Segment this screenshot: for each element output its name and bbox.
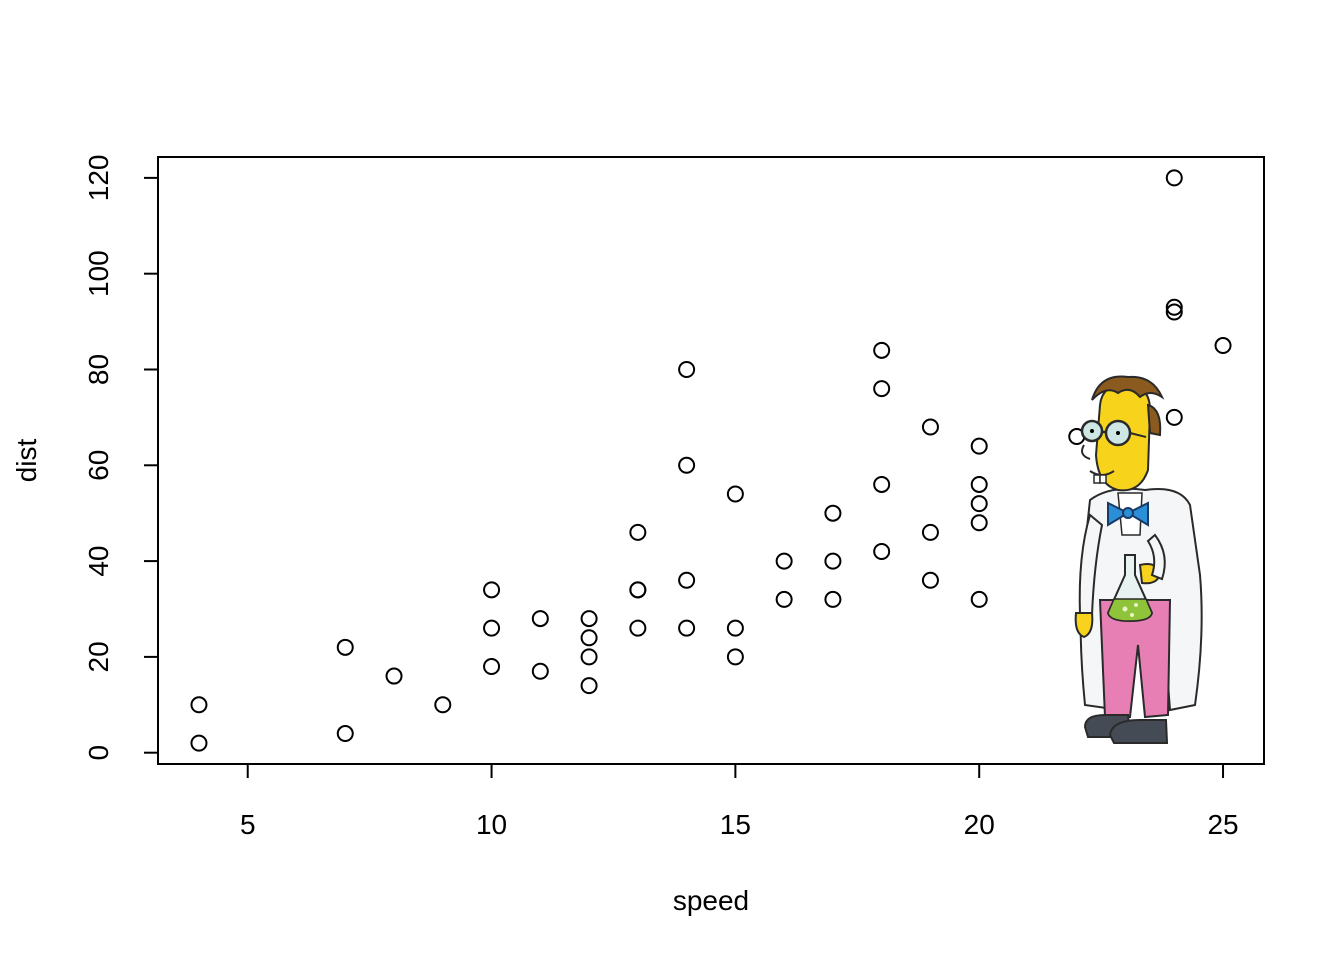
data-point — [1165, 408, 1183, 426]
x-tick-label: 10 — [476, 809, 507, 840]
data-point — [970, 590, 988, 608]
data-point — [531, 610, 549, 628]
data-point — [190, 696, 208, 714]
data-point — [921, 571, 939, 589]
data-point — [824, 504, 842, 522]
y-tick-label: 60 — [83, 450, 114, 481]
data-point — [580, 629, 598, 647]
x-tick-label: 25 — [1207, 809, 1238, 840]
data-point — [726, 648, 744, 666]
data-points — [190, 169, 1232, 752]
data-point — [873, 380, 891, 398]
y-axis-title: dist — [11, 438, 42, 482]
scientist-character-icon — [1074, 375, 1203, 744]
y-tick-label: 20 — [83, 641, 114, 672]
data-point — [970, 495, 988, 513]
y-axis: 0 20 40 60 80 100 120 dist — [11, 155, 159, 761]
data-point — [824, 552, 842, 570]
y-tick-label: 120 — [83, 155, 114, 202]
x-axis-title: speed — [673, 885, 749, 916]
x-axis: 5 10 15 20 25 speed — [240, 763, 1239, 916]
y-tick-label: 100 — [83, 250, 114, 297]
data-point — [873, 543, 891, 561]
data-point — [970, 475, 988, 493]
x-tick-label: 15 — [720, 809, 751, 840]
data-point — [726, 619, 744, 637]
y-tick-label: 0 — [83, 745, 114, 761]
data-point — [1165, 169, 1183, 187]
data-point — [629, 619, 647, 637]
data-point — [580, 610, 598, 628]
data-point — [1165, 303, 1183, 321]
data-point — [678, 571, 696, 589]
data-point — [580, 648, 598, 666]
data-point — [336, 725, 354, 743]
data-point — [629, 523, 647, 541]
y-tick-label: 40 — [83, 546, 114, 577]
data-point — [580, 677, 598, 695]
data-point — [483, 619, 501, 637]
data-point — [434, 696, 452, 714]
data-point — [629, 581, 647, 599]
data-point — [385, 667, 403, 685]
y-tick-label: 80 — [83, 354, 114, 385]
data-point — [678, 619, 696, 637]
data-point — [775, 590, 793, 608]
x-tick-label: 5 — [240, 809, 256, 840]
data-point — [921, 523, 939, 541]
data-point — [873, 341, 891, 359]
data-point — [970, 514, 988, 532]
x-tick-label: 20 — [964, 809, 995, 840]
data-point — [483, 657, 501, 675]
data-point — [921, 418, 939, 436]
data-point — [1165, 298, 1183, 316]
data-point — [678, 456, 696, 474]
data-point — [678, 360, 696, 378]
data-point — [775, 552, 793, 570]
data-point — [873, 475, 891, 493]
data-point — [1214, 337, 1232, 355]
data-point — [824, 590, 842, 608]
data-point — [970, 437, 988, 455]
data-point — [190, 734, 208, 752]
data-point — [483, 581, 501, 599]
data-point — [726, 485, 744, 503]
data-point — [531, 662, 549, 680]
data-point — [336, 638, 354, 656]
